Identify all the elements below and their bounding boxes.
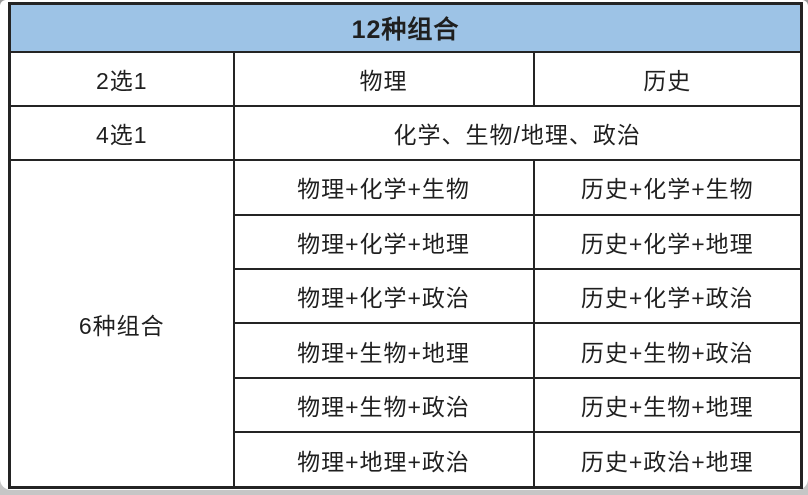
combo-history-cell: 历史+生物+政治 bbox=[532, 322, 803, 379]
header-row: 12种组合 bbox=[8, 2, 803, 53]
combo-row: 物理+地理+政治 历史+政治+地理 bbox=[10, 431, 803, 489]
choose4-label-cell: 4选1 bbox=[8, 104, 235, 162]
combo-physics-cell: 物理+化学+地理 bbox=[232, 213, 535, 271]
choose2-label-cell: 2选1 bbox=[8, 50, 235, 107]
choose2-history-cell: 历史 bbox=[532, 50, 803, 107]
combo-row: 物理+化学+地理 历史+化学+地理 bbox=[10, 213, 803, 271]
choose2-row: 2选1 物理 历史 bbox=[8, 50, 803, 107]
combinations-table: 12种组合 2选1 物理 历史 4选1 化学、生物/地理、政治 6种组合 物理+… bbox=[8, 2, 803, 489]
combo-history-cell: 历史+生物+地理 bbox=[532, 376, 803, 434]
combo-history-cell: 历史+化学+政治 bbox=[532, 268, 803, 325]
combos-label-cell: 6种组合 bbox=[8, 159, 235, 489]
choose4-row: 4选1 化学、生物/地理、政治 bbox=[8, 104, 803, 162]
combo-history-cell: 历史+政治+地理 bbox=[532, 431, 803, 489]
choose4-subjects-cell: 化学、生物/地理、政治 bbox=[232, 104, 803, 162]
combo-row: 物理+化学+政治 历史+化学+政治 bbox=[10, 268, 803, 325]
combo-history-cell: 历史+化学+地理 bbox=[532, 213, 803, 271]
combo-physics-cell: 物理+化学+政治 bbox=[232, 268, 535, 325]
choose2-physics-cell: 物理 bbox=[232, 50, 535, 107]
combo-physics-cell: 物理+地理+政治 bbox=[232, 431, 535, 489]
combo-history-cell: 历史+化学+生物 bbox=[532, 159, 803, 216]
combo-row: 6种组合 物理+化学+生物 历史+化学+生物 bbox=[8, 159, 803, 489]
table-title: 12种组合 bbox=[8, 2, 803, 53]
combo-physics-cell: 物理+生物+政治 bbox=[232, 376, 535, 434]
combo-physics-cell: 物理+生物+地理 bbox=[232, 322, 535, 379]
combo-row: 物理+生物+地理 历史+生物+政治 bbox=[10, 322, 803, 379]
combo-row: 物理+生物+政治 历史+生物+地理 bbox=[10, 376, 803, 434]
combo-physics-cell: 物理+化学+生物 bbox=[232, 159, 535, 216]
